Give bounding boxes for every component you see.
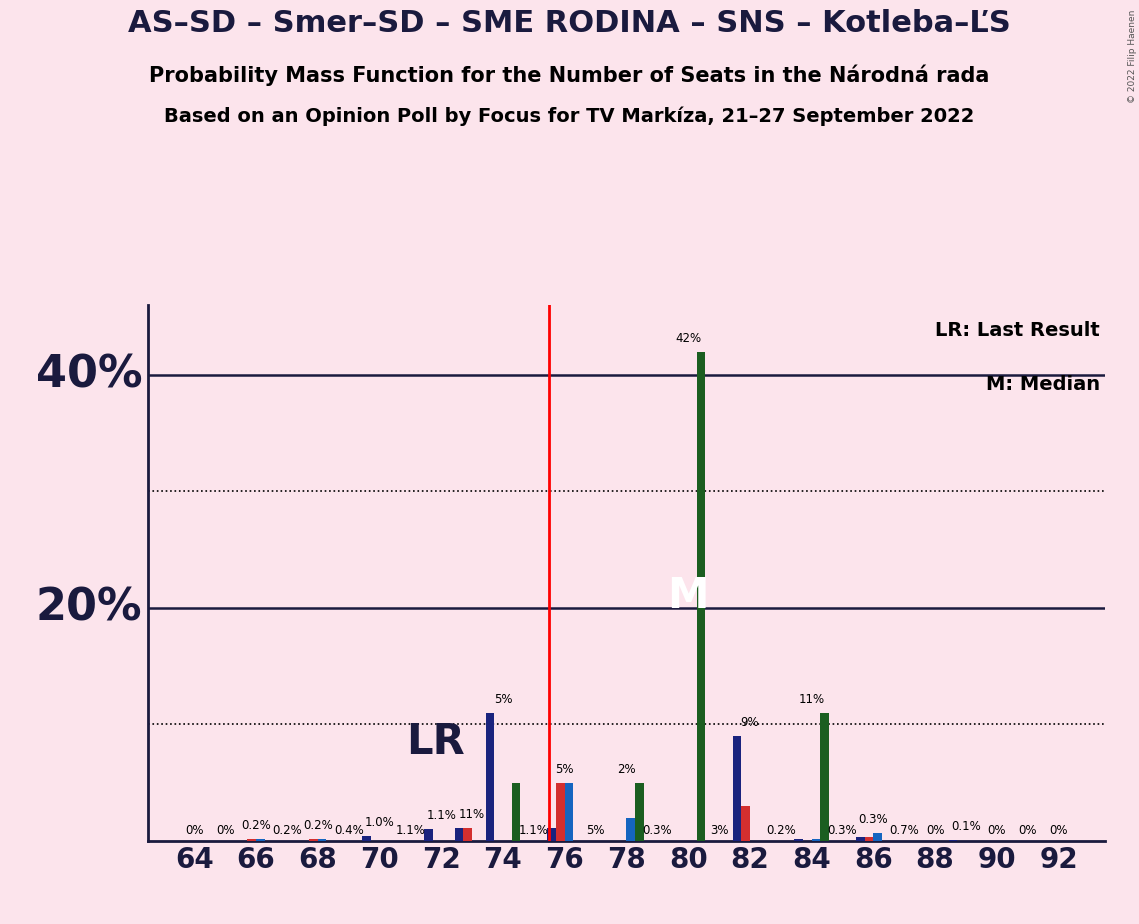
Bar [464, 828, 473, 841]
Bar [424, 829, 433, 841]
Text: 1.1%: 1.1% [426, 809, 457, 822]
Text: LR: LR [405, 721, 465, 763]
Bar [556, 783, 565, 841]
Bar [256, 838, 264, 841]
Text: 0.3%: 0.3% [828, 824, 858, 837]
Bar [741, 806, 749, 841]
Bar [548, 828, 556, 841]
Bar [794, 838, 803, 841]
Bar [865, 837, 874, 841]
Text: 0.3%: 0.3% [859, 813, 888, 826]
Text: 11%: 11% [798, 693, 825, 706]
Bar [820, 712, 829, 841]
Text: 0.2%: 0.2% [241, 819, 271, 832]
Bar [362, 836, 371, 841]
Text: © 2022 Filip Haenen: © 2022 Filip Haenen [1128, 9, 1137, 103]
Text: M: Median: M: Median [986, 374, 1100, 394]
Text: 0.2%: 0.2% [303, 819, 333, 832]
Bar [732, 736, 741, 841]
Text: 1.0%: 1.0% [364, 816, 394, 829]
Bar [626, 818, 636, 841]
Text: 3%: 3% [710, 824, 728, 837]
Text: 5%: 5% [587, 824, 605, 837]
Text: 0.2%: 0.2% [765, 824, 796, 837]
Bar [309, 838, 318, 841]
Bar [697, 351, 705, 841]
Text: 0.1%: 0.1% [951, 820, 981, 833]
Bar [454, 828, 464, 841]
Text: 42%: 42% [675, 332, 702, 345]
Text: 5%: 5% [556, 762, 574, 775]
Text: 0.2%: 0.2% [272, 824, 302, 837]
Text: 40%: 40% [35, 353, 142, 396]
Text: 20%: 20% [35, 587, 142, 629]
Text: 0%: 0% [926, 824, 944, 837]
Text: 0.4%: 0.4% [334, 824, 363, 837]
Bar [565, 783, 573, 841]
Text: LR: Last Result: LR: Last Result [935, 321, 1100, 340]
Bar [949, 840, 957, 841]
Text: 0.3%: 0.3% [642, 824, 672, 837]
Text: 5%: 5% [493, 693, 513, 706]
Bar [874, 833, 882, 841]
Text: 9%: 9% [740, 716, 760, 729]
Bar [485, 712, 494, 841]
Text: 1.1%: 1.1% [395, 824, 425, 837]
Bar [511, 783, 521, 841]
Bar [636, 783, 644, 841]
Text: 2%: 2% [617, 762, 636, 775]
Text: 0%: 0% [216, 824, 235, 837]
Text: 0%: 0% [186, 824, 204, 837]
Text: Based on an Opinion Poll by Focus for TV Markíza, 21–27 September 2022: Based on an Opinion Poll by Focus for TV… [164, 106, 975, 126]
Text: M: M [667, 575, 708, 617]
Text: 0%: 0% [1049, 824, 1067, 837]
Text: AS–SD – Smer–SD – SME RODINA – SNS – Kotleba–ĽS: AS–SD – Smer–SD – SME RODINA – SNS – Kot… [128, 9, 1011, 38]
Text: 1.1%: 1.1% [519, 824, 549, 837]
Bar [857, 837, 865, 841]
Text: 0.7%: 0.7% [890, 824, 919, 837]
Text: 0%: 0% [1018, 824, 1036, 837]
Text: Probability Mass Function for the Number of Seats in the Národná rada: Probability Mass Function for the Number… [149, 65, 990, 86]
Text: 0%: 0% [988, 824, 1006, 837]
Bar [247, 838, 256, 841]
Bar [318, 838, 327, 841]
Text: 11%: 11% [459, 808, 485, 821]
Bar [812, 838, 820, 841]
